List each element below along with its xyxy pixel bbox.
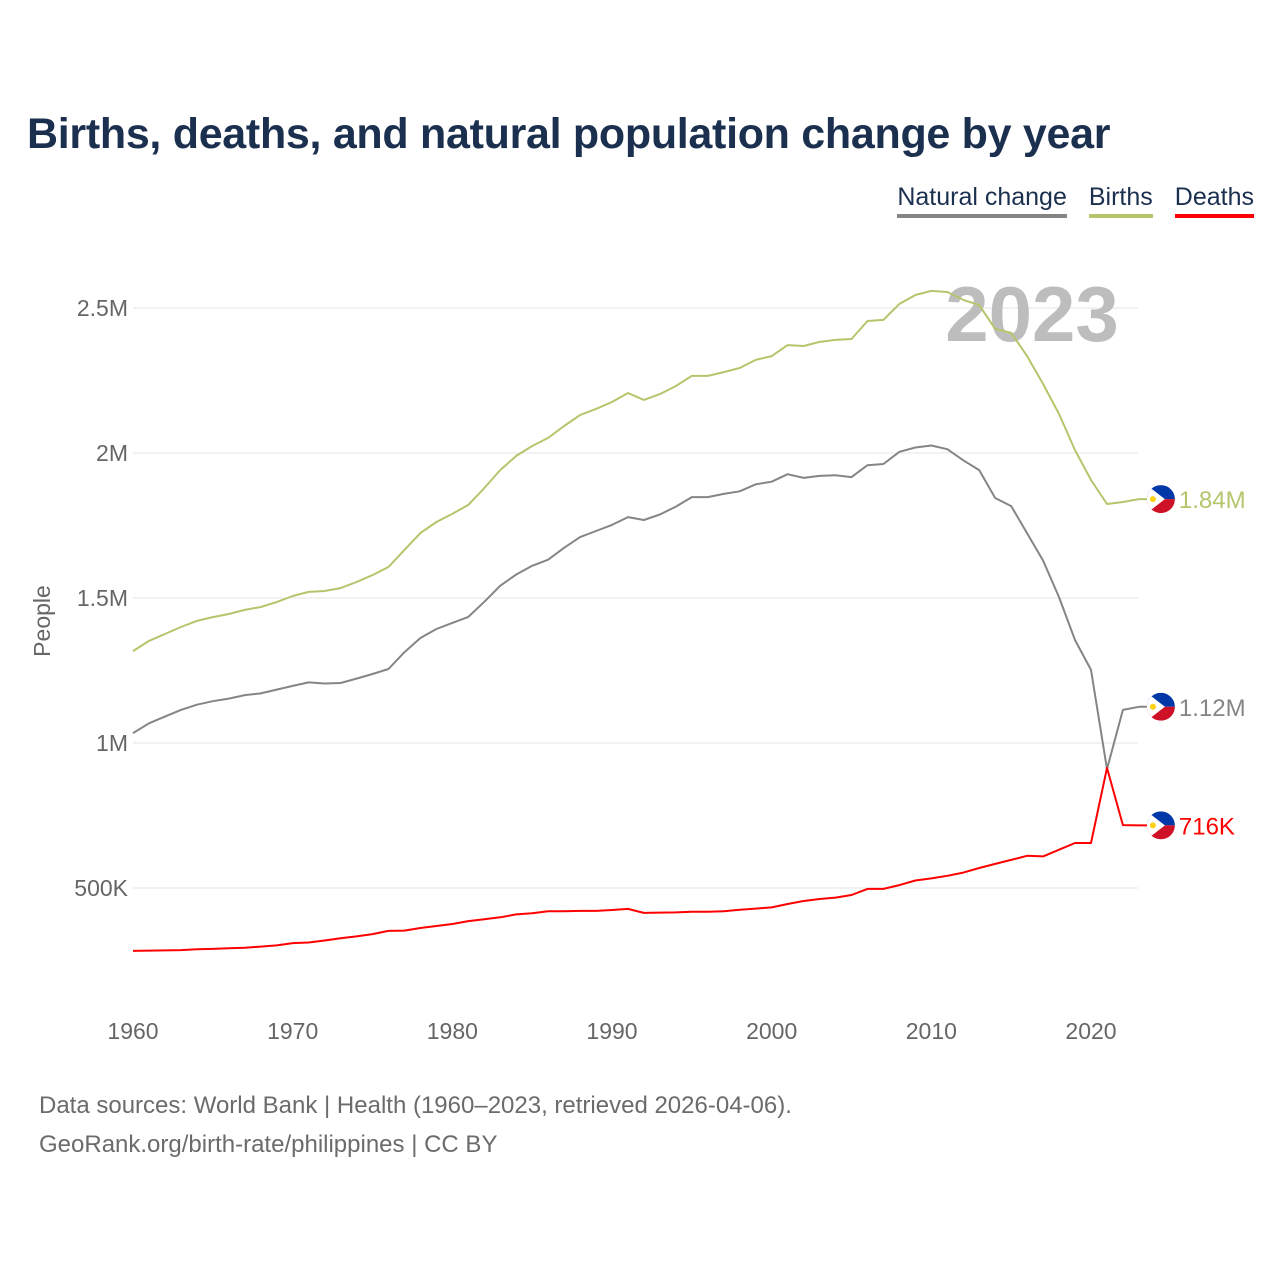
- series-line-births: [132, 289, 1140, 652]
- source-link[interactable]: GeoRank.org/birth-rate/philippines | CC …: [39, 1131, 498, 1158]
- legend-natural-change[interactable]: Natural change: [897, 183, 1067, 218]
- flag-sun: [1149, 496, 1156, 503]
- series-line-natural-change: [132, 444, 1140, 771]
- x-tick-label: 2010: [906, 1018, 957, 1044]
- philippines-flag-icon: [1146, 485, 1175, 514]
- series-line-deaths: [132, 766, 1139, 952]
- x-tick-label: 1980: [427, 1018, 478, 1044]
- x-tick-label: 1970: [267, 1018, 318, 1044]
- x-tick-label: 2000: [746, 1018, 797, 1044]
- y-tick-label: 1M: [96, 730, 128, 756]
- y-tick-label: 2M: [96, 440, 128, 466]
- y-axis-label: People: [29, 585, 55, 657]
- y-tick-label: 1.5M: [77, 585, 128, 611]
- flag-sun: [1149, 703, 1156, 710]
- y-tick-label: 2.5M: [77, 295, 128, 321]
- philippines-flag-icon: [1146, 811, 1175, 840]
- philippines-flag-icon: [1146, 692, 1175, 721]
- year-watermark: 2023: [945, 270, 1119, 358]
- x-tick-label: 1990: [586, 1018, 637, 1044]
- legend: Natural change Births Deaths: [897, 183, 1254, 218]
- flag-body: [1146, 692, 1175, 721]
- flag-body: [1146, 811, 1175, 840]
- legend-deaths[interactable]: Deaths: [1174, 183, 1254, 218]
- end-value-label-births: 1.84M: [1179, 487, 1246, 514]
- data-source-text: Data sources: World Bank | Health (1960–…: [39, 1092, 792, 1119]
- chart-title: Births, deaths, and natural population c…: [27, 110, 1111, 158]
- flag-sun: [1149, 822, 1156, 829]
- end-value-label-natural-change: 1.12M: [1179, 695, 1246, 722]
- x-tick-label: 1960: [107, 1018, 158, 1044]
- y-tick-label: 500K: [74, 875, 128, 901]
- flag-body: [1146, 485, 1175, 514]
- footer: Data sources: World Bank | Health (1960–…: [39, 1086, 792, 1164]
- legend-births[interactable]: Births: [1088, 183, 1153, 218]
- end-value-label-deaths: 716K: [1179, 813, 1235, 840]
- x-tick-label: 2020: [1065, 1018, 1116, 1044]
